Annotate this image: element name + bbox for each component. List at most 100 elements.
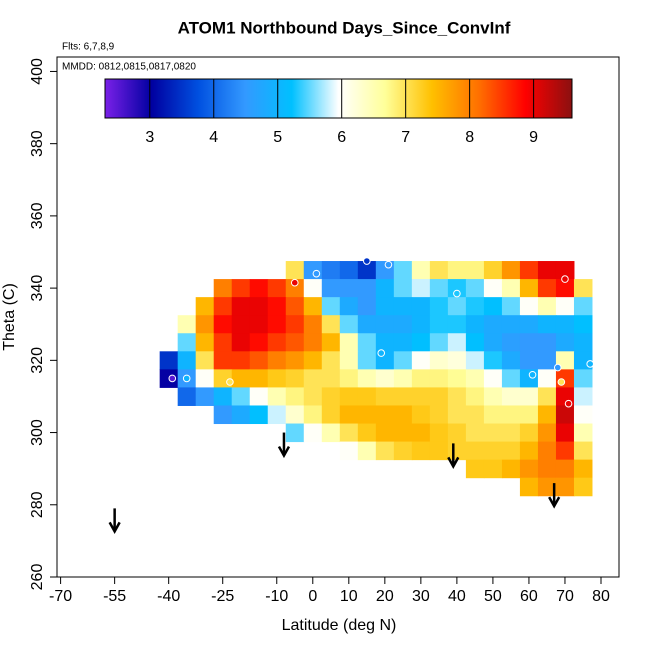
heatmap-cell <box>519 405 539 425</box>
x-tick-label: -70 <box>49 588 72 605</box>
heatmap-cell <box>465 315 485 334</box>
heatmap-cell <box>555 297 575 316</box>
y-tick-label: 340 <box>29 275 46 302</box>
heatmap-cell <box>429 333 449 352</box>
y-tick-label: 280 <box>29 491 46 518</box>
heatmap-cell <box>465 333 485 352</box>
heatmap-cell <box>393 387 413 406</box>
heatmap-cell <box>303 423 323 443</box>
x-tick-label: 0 <box>308 588 317 605</box>
arrow-part <box>548 496 561 509</box>
heatmap-cell <box>231 369 251 388</box>
y-axis-label: Theta (C) <box>1 283 18 351</box>
heatmap-cell <box>537 387 557 406</box>
heatmap-cell <box>321 369 341 388</box>
heatmap-cell <box>285 333 305 352</box>
heatmap-cell <box>501 441 521 461</box>
colorbar-tick-label: 4 <box>209 129 218 146</box>
heatmap-cell <box>393 315 413 334</box>
observation-point <box>564 399 573 408</box>
heatmap-cell <box>501 369 521 388</box>
heatmap-cell <box>357 297 377 316</box>
heatmap-cell <box>501 405 521 425</box>
heatmap-cell <box>249 387 269 406</box>
heatmap-cell <box>249 279 269 298</box>
heatmap-cell <box>519 423 539 443</box>
plot-frame <box>56 56 620 578</box>
heatmap-cell <box>537 369 557 388</box>
heatmap-cell <box>267 387 287 406</box>
heatmap-cell <box>447 297 467 316</box>
heatmap-cell <box>429 261 449 280</box>
heatmap-cell <box>573 477 593 497</box>
x-tick-label: 20 <box>376 588 394 605</box>
heatmap-cell <box>375 297 395 316</box>
colorbar <box>104 78 573 119</box>
heatmap-cell <box>357 351 377 370</box>
heatmap-cell <box>393 405 413 425</box>
observation-point <box>290 278 299 287</box>
heatmap-cell <box>285 279 305 298</box>
x-tick-label: 80 <box>592 588 610 605</box>
heatmap-cell <box>339 387 359 406</box>
colorbar-tick-label: 3 <box>145 129 154 146</box>
heatmap-cell <box>555 441 575 461</box>
heatmap-cell <box>411 405 431 425</box>
heatmap-cell <box>321 333 341 352</box>
heatmap-cell <box>285 351 305 370</box>
heatmap-cell <box>537 261 557 280</box>
heatmap-cell <box>411 387 431 406</box>
heatmap-cell <box>447 261 467 280</box>
heatmap-cell <box>501 279 521 298</box>
heatmap-cell <box>231 351 251 370</box>
heatmap-cell <box>339 261 359 280</box>
colorbar-tick-label: 8 <box>465 129 474 146</box>
y-tick-label: 380 <box>29 130 46 157</box>
heatmap-cell <box>339 405 359 425</box>
heatmap-cell <box>285 261 305 280</box>
heatmap-cell <box>573 387 593 406</box>
heatmap-cell <box>519 297 539 316</box>
heatmap-cell <box>339 333 359 352</box>
heatmap-cell <box>501 459 521 479</box>
heatmap-cell <box>519 351 539 370</box>
heatmap-cell <box>447 351 467 370</box>
observation-point <box>561 275 569 283</box>
heatmap-cell <box>321 279 341 298</box>
chart-title: ATOM1 Northbound Days_Since_ConvInf <box>178 18 511 37</box>
heatmap-cell <box>303 333 323 352</box>
heatmap-cell <box>573 423 593 443</box>
heatmap-cell <box>375 333 395 352</box>
observation-point <box>553 363 562 372</box>
heatmap-cell <box>285 369 305 388</box>
heatmap-cell <box>267 279 287 298</box>
x-tick-label: 60 <box>520 588 538 605</box>
observation-point <box>453 289 461 298</box>
heatmap-cell <box>447 333 467 352</box>
heatmap-cell <box>537 423 557 443</box>
heatmap-cell <box>177 387 197 406</box>
heatmap-cell <box>213 297 233 316</box>
x-tick-label: 50 <box>484 588 502 605</box>
heatmap-cell <box>411 423 431 443</box>
heatmap-cell <box>429 369 449 388</box>
heatmap-cell <box>411 441 431 461</box>
heatmap-cell <box>483 297 503 316</box>
heatmap-cell <box>519 333 539 352</box>
observation-point <box>528 370 537 379</box>
heatmap-cell <box>357 441 377 461</box>
heatmap-cell <box>339 441 359 461</box>
heatmap-cell <box>483 459 503 479</box>
heatmap-cell <box>501 351 521 370</box>
heatmap-cell <box>411 261 431 280</box>
heatmap-cell <box>285 405 305 425</box>
heatmap-cell <box>429 351 449 370</box>
heatmap-cell <box>303 315 323 334</box>
heatmap-cell <box>249 297 269 316</box>
heatmap-cell <box>357 405 377 425</box>
heatmap-cell <box>267 333 287 352</box>
arrow-part <box>277 445 291 459</box>
heatmap-cell <box>231 405 251 425</box>
heatmap-cell <box>429 387 449 406</box>
colorbar-tick-label: 5 <box>273 129 282 146</box>
